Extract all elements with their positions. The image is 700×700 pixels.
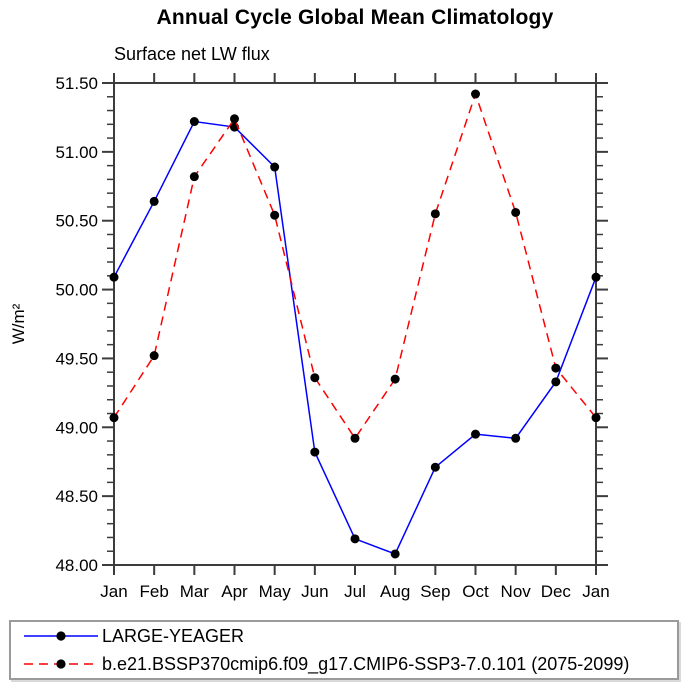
legend-marker-dot [56,659,66,669]
x-tick-label: Jun [301,582,328,601]
x-tick-label: May [259,582,292,601]
data-point-s1-2 [189,172,199,182]
data-point-s1-1 [149,351,159,361]
x-tick-label: Aug [380,582,410,601]
legend-marker-dot [56,631,66,641]
data-point-s1-4 [270,210,280,220]
y-tick-label: 51.00 [55,143,98,162]
data-point-s1-6 [350,433,360,443]
data-point-s0-6 [350,534,360,544]
data-point-s0-11 [551,377,561,387]
x-tick-label: Jan [100,582,127,601]
legend-item-cmip6-ssp3: b.e21.BSSP370cmip6.f09_g17.CMIP6-SSP3-7.… [22,651,677,677]
x-tick-label: Feb [140,582,169,601]
data-point-s1-5 [310,373,320,383]
data-point-s0-4 [270,162,280,172]
legend-item-large-yeager: LARGE-YEAGER [22,623,677,649]
data-point-s1-11 [551,363,561,373]
x-tick-label: Dec [541,582,572,601]
x-tick-label: Nov [501,582,532,601]
legend-label-cmip6-ssp3: b.e21.BSSP370cmip6.f09_g17.CMIP6-SSP3-7.… [102,653,630,674]
data-point-s0-12 [591,272,601,282]
data-point-s0-7 [390,549,400,559]
data-point-s1-7 [390,374,400,384]
data-point-s1-3 [230,114,239,124]
y-tick-label: 50.50 [55,212,98,231]
x-tick-label: Sep [420,582,450,601]
legend-label-large-yeager: LARGE-YEAGER [102,625,245,646]
data-point-s1-9 [471,89,480,99]
data-point-s1-10 [511,207,521,217]
data-point-s0-8 [430,462,440,472]
y-tick-label: 50.00 [55,281,98,300]
y-tick-label: 51.50 [55,74,98,93]
series-line-1 [113,91,597,440]
y-tick-label: 49.50 [55,349,98,368]
data-point-s0-10 [511,433,521,443]
x-tick-label: Apr [221,582,248,601]
legend-line-sample-dashed [24,659,98,669]
data-point-s0-5 [310,447,320,457]
y-tick-label: 49.00 [55,418,98,437]
data-point-s1-12 [591,413,601,423]
x-tick-label: Jul [344,582,366,601]
legend: LARGE-YEAGER b.e21.BSSP370cmip6.f09_g17.… [9,620,679,680]
chart-title: Annual Cycle Global Mean Climatology [156,6,554,29]
data-point-s0-2 [189,117,199,127]
x-tick-label: Oct [462,582,489,601]
y-tick-label: 48.00 [55,556,98,575]
data-point-s1-0 [109,413,119,423]
axis-frame [113,82,597,566]
x-tick-label: Jan [582,582,609,601]
legend-line-sample-solid [24,631,98,641]
series-line-0 [113,120,597,555]
data-point-s0-9 [471,429,480,439]
data-point-s0-0 [109,272,119,282]
y-tick-label: 48.50 [55,487,98,506]
x-tick-label: Mar [180,582,210,601]
data-point-s0-1 [149,196,159,206]
data-point-s1-8 [430,209,440,219]
chart-subtitle: Surface net LW flux [114,44,270,64]
